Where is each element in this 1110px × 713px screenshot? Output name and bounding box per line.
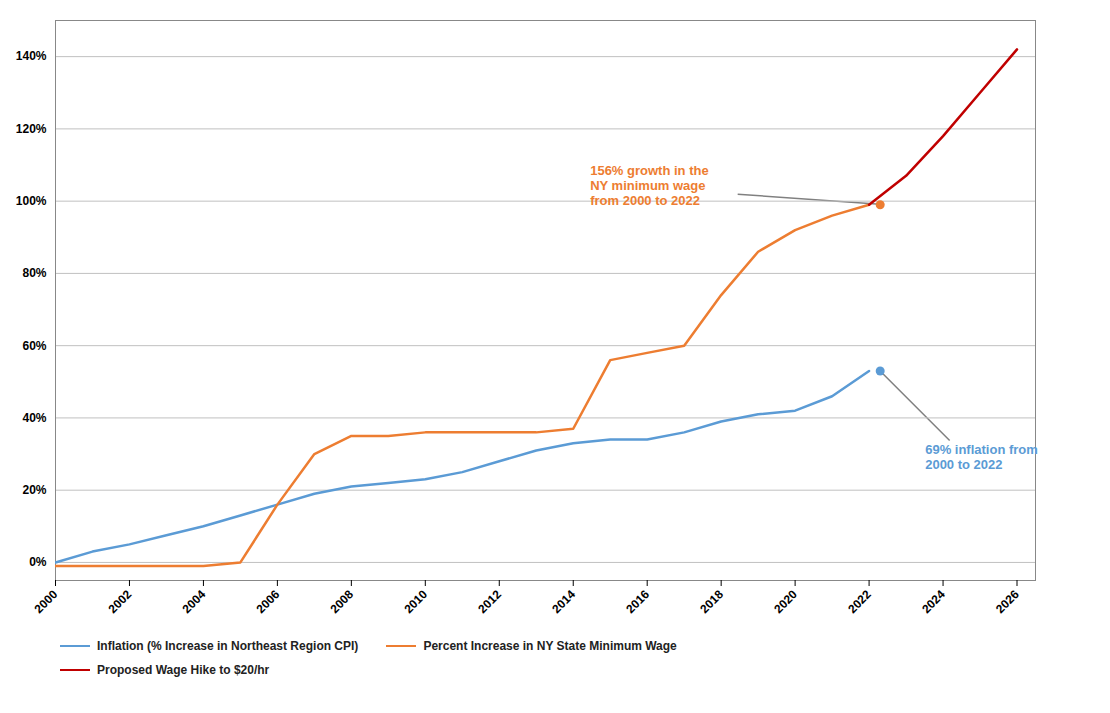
svg-text:2002: 2002 [106,587,135,616]
svg-text:2022: 2022 [845,587,874,616]
svg-text:100%: 100% [16,194,47,208]
svg-text:60%: 60% [22,339,46,353]
svg-text:2006: 2006 [253,587,282,616]
svg-text:80%: 80% [22,266,46,280]
svg-text:140%: 140% [16,49,47,63]
svg-text:2004: 2004 [179,587,208,616]
svg-text:20%: 20% [22,483,46,497]
svg-text:2012: 2012 [475,587,504,616]
svg-text:2024: 2024 [919,587,948,616]
svg-text:2018: 2018 [697,587,726,616]
svg-text:156% growth in theNY minimum w: 156% growth in theNY minimum wagefrom 20… [590,163,708,208]
svg-text:2000: 2000 [32,587,61,616]
svg-text:0%: 0% [29,555,47,569]
svg-text:2020: 2020 [771,587,800,616]
svg-text:120%: 120% [16,122,47,136]
svg-text:2026: 2026 [993,587,1022,616]
html-text:Percent Increase in NY State M: Percent Increase in NY State Minimum Wag… [423,639,677,653]
svg-text:2008: 2008 [327,587,356,616]
svg-text:2014: 2014 [549,587,578,616]
svg-text:69% inflation from2000 to 2022: 69% inflation from2000 to 2022 [925,442,1038,472]
html-text:Proposed Wage Hike to $20/hr: Proposed Wage Hike to $20/hr [97,663,270,677]
svg-text:40%: 40% [22,411,46,425]
svg-text:2016: 2016 [623,587,652,616]
html-text:Inflation (% Increase in North: Inflation (% Increase in Northeast Regio… [97,639,359,653]
svg-text:2010: 2010 [401,587,430,616]
